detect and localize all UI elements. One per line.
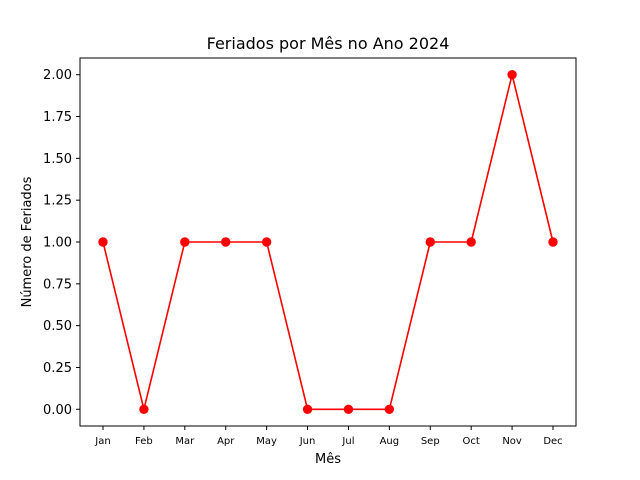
y-tick-label: 1.00 <box>43 236 72 251</box>
data-point <box>343 404 354 414</box>
data-point <box>139 404 149 414</box>
y-tick-label: 2.00 <box>43 68 72 83</box>
x-tick-label: Aug <box>380 436 400 447</box>
x-tick-label: Jan <box>94 436 110 447</box>
data-point <box>221 237 231 247</box>
y-tick-label: 0.50 <box>43 319 72 334</box>
data-point <box>425 237 435 247</box>
y-axis-label: Número de Feriados <box>20 176 35 307</box>
x-tick-label: Oct <box>463 436 480 447</box>
data-point <box>466 237 476 247</box>
data-point <box>384 404 395 414</box>
data-point <box>261 237 272 247</box>
y-tick-label: 0.00 <box>43 403 72 418</box>
x-tick-label: Jul <box>341 436 354 447</box>
x-tick-label: Dec <box>543 436 562 447</box>
data-point <box>302 404 313 414</box>
data-point <box>98 237 108 247</box>
y-tick-label: 0.75 <box>43 277 72 292</box>
data-point <box>180 237 190 247</box>
chart-title: Feriados por Mês no Ano 2024 <box>207 34 450 53</box>
x-tick-label: Feb <box>135 436 153 447</box>
data-point <box>548 237 558 247</box>
x-tick-label: Apr <box>217 436 235 447</box>
x-tick-label: May <box>256 436 277 447</box>
y-tick-label: 1.50 <box>43 152 72 167</box>
plot-area: 0.00 0.25 0.50 0.75 1.00 1.25 1.50 1.75 2.00 Jan F… <box>43 57 577 447</box>
x-tick-label: Mar <box>175 436 195 447</box>
series-line <box>102 73 554 411</box>
x-axis-label: Mês <box>315 452 341 467</box>
x-tick-label: Jun <box>299 436 316 447</box>
x-tick-label: Sep <box>421 436 440 447</box>
x-tick-label: Nov <box>502 436 522 447</box>
y-tick-label: 1.25 <box>43 194 72 209</box>
y-tick-label: 0.25 <box>43 361 72 376</box>
y-tick-label: 1.75 <box>43 110 72 125</box>
data-point <box>507 70 517 80</box>
